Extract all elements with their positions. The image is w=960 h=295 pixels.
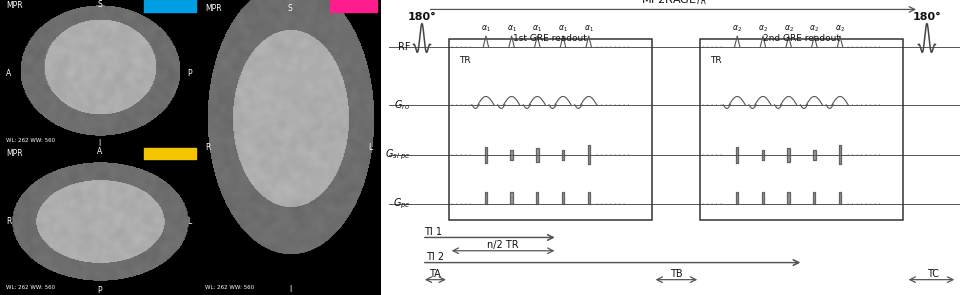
Bar [144, 148, 196, 159]
Bar [448, 39, 652, 220]
Polygon shape [588, 192, 589, 204]
Text: · · · · ·: · · · · · [451, 102, 471, 108]
Text: L: L [187, 217, 192, 226]
Polygon shape [485, 192, 487, 204]
Bar [144, 0, 196, 12]
Polygon shape [485, 147, 487, 163]
Text: $\alpha_1$: $\alpha_1$ [584, 24, 593, 34]
Text: MPR: MPR [6, 149, 23, 158]
Text: · · · · ·: · · · · · [451, 44, 471, 50]
Polygon shape [537, 192, 539, 204]
Polygon shape [839, 145, 841, 165]
Polygon shape [588, 145, 589, 165]
Polygon shape [761, 150, 764, 160]
Text: L: L [369, 143, 372, 152]
Text: $\alpha_1$: $\alpha_1$ [558, 24, 568, 34]
Text: · · · · ·: · · · · · [703, 102, 723, 108]
Text: TA: TA [429, 269, 442, 279]
Text: n/2 TR: n/2 TR [488, 240, 518, 250]
Text: $G_{sl\ pe}$: $G_{sl\ pe}$ [385, 148, 411, 162]
Text: $\alpha_2$: $\alpha_2$ [835, 24, 845, 34]
Text: TI 1: TI 1 [424, 227, 443, 237]
Text: A: A [6, 69, 12, 78]
Polygon shape [813, 192, 815, 204]
Text: · · · · · · · ·: · · · · · · · · [595, 152, 630, 158]
Text: 1st GRE readout: 1st GRE readout [514, 34, 588, 43]
Text: · · · · · · · ·: · · · · · · · · [595, 44, 630, 50]
Text: · · · · ·: · · · · · [703, 44, 723, 50]
Text: TC: TC [926, 269, 939, 279]
Polygon shape [511, 150, 513, 160]
Text: $\alpha_2$: $\alpha_2$ [732, 24, 742, 34]
Text: MP2RAGE$_{TR}$: MP2RAGE$_{TR}$ [641, 0, 708, 7]
Bar [329, 0, 376, 12]
Text: $\alpha_2$: $\alpha_2$ [783, 24, 794, 34]
Text: MPR: MPR [205, 4, 222, 13]
Text: A: A [97, 148, 103, 156]
Polygon shape [736, 192, 738, 204]
Text: TR: TR [459, 56, 470, 65]
Text: $\alpha_2$: $\alpha_2$ [758, 24, 768, 34]
Text: I: I [99, 139, 101, 148]
Text: S: S [98, 0, 102, 9]
Text: 180°: 180° [408, 12, 436, 22]
Text: · · · · · · · ·: · · · · · · · · [595, 102, 630, 108]
Text: · · · · ·: · · · · · [451, 201, 471, 206]
Text: · · · · ·: · · · · · [703, 201, 723, 206]
Text: $G_{ro}$: $G_{ro}$ [395, 98, 411, 112]
Text: TB: TB [670, 269, 683, 279]
Text: R: R [6, 217, 12, 226]
Text: P: P [98, 286, 102, 295]
Text: · · · · ·: · · · · · [451, 152, 471, 158]
Text: $\alpha_2$: $\alpha_2$ [809, 24, 819, 34]
Text: WL: 262 WW: 560: WL: 262 WW: 560 [205, 285, 254, 290]
Text: RF: RF [398, 42, 411, 52]
Text: I: I [289, 285, 291, 294]
Text: $G_{pe}$: $G_{pe}$ [393, 196, 411, 211]
Text: P: P [187, 69, 192, 78]
Text: · · · · · · · ·: · · · · · · · · [847, 201, 880, 206]
Text: · · · · · · ·: · · · · · · · [595, 201, 625, 206]
Polygon shape [813, 150, 816, 160]
Text: $\alpha_1$: $\alpha_1$ [507, 24, 516, 34]
Text: 180°: 180° [913, 12, 941, 22]
Text: WL: 262 WW: 560: WL: 262 WW: 560 [6, 137, 55, 142]
Text: $\alpha_1$: $\alpha_1$ [481, 24, 491, 34]
Text: R: R [205, 143, 210, 152]
Polygon shape [536, 148, 539, 162]
Text: $\alpha_1$: $\alpha_1$ [533, 24, 542, 34]
Text: TR: TR [710, 56, 722, 65]
Text: 2nd GRE readout: 2nd GRE readout [763, 34, 840, 43]
Polygon shape [562, 192, 564, 204]
Text: S: S [288, 4, 292, 13]
Polygon shape [736, 147, 738, 163]
Text: MPR: MPR [6, 1, 23, 10]
Bar [700, 39, 903, 220]
Polygon shape [839, 192, 841, 204]
Polygon shape [562, 150, 564, 160]
Polygon shape [787, 192, 790, 204]
Polygon shape [511, 192, 513, 204]
Text: · · · · · · · ·: · · · · · · · · [847, 44, 880, 50]
Polygon shape [762, 192, 764, 204]
Polygon shape [787, 148, 790, 162]
Text: · · · · ·: · · · · · [703, 152, 723, 158]
Text: TI 2: TI 2 [426, 252, 444, 262]
Text: · · · · · · · ·: · · · · · · · · [847, 102, 880, 108]
Text: · · · · · · · ·: · · · · · · · · [847, 152, 880, 158]
Text: WL: 262 WW: 560: WL: 262 WW: 560 [6, 285, 55, 290]
